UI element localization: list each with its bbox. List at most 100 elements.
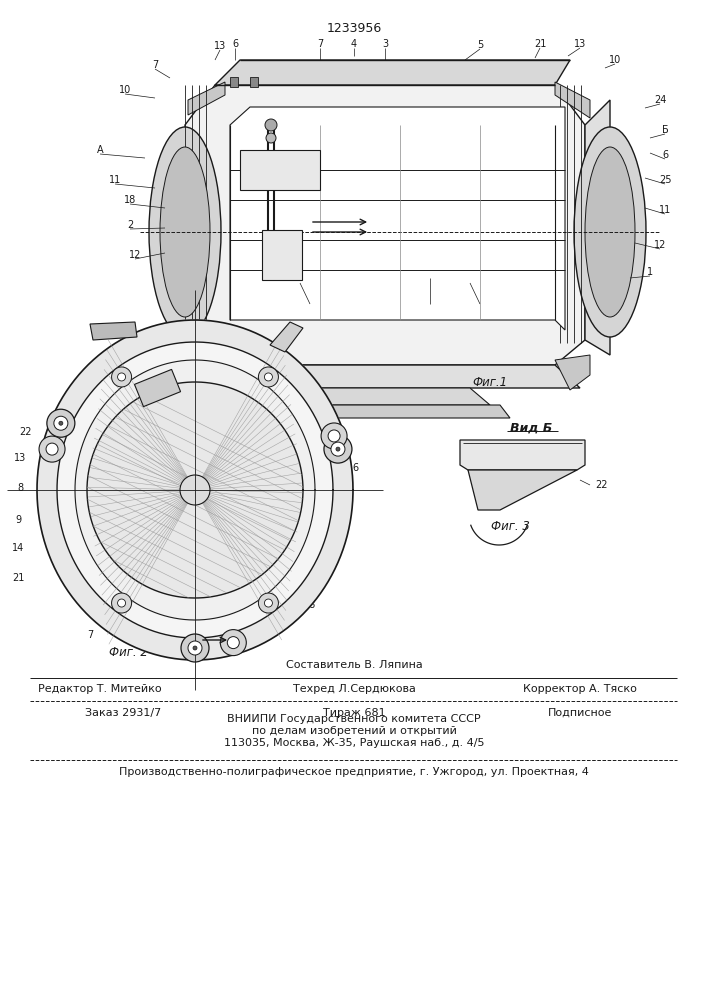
Polygon shape — [215, 365, 580, 388]
Text: 14: 14 — [12, 543, 24, 553]
Text: 4: 4 — [351, 39, 357, 49]
Polygon shape — [280, 388, 490, 405]
Text: 21: 21 — [12, 573, 24, 583]
Text: 8: 8 — [17, 483, 23, 493]
Text: 13: 13 — [574, 39, 586, 49]
Text: Подписное: Подписное — [548, 708, 612, 718]
Circle shape — [264, 373, 272, 381]
Circle shape — [112, 367, 132, 387]
Text: 1: 1 — [647, 267, 653, 277]
Text: 22: 22 — [596, 480, 608, 490]
Text: 11: 11 — [659, 205, 671, 215]
Polygon shape — [90, 322, 137, 340]
Bar — [262, 230, 302, 280]
Text: 12: 12 — [129, 250, 141, 260]
Text: 1: 1 — [295, 413, 301, 423]
Circle shape — [336, 447, 340, 451]
Text: 18: 18 — [304, 600, 316, 610]
Text: Заказ 2931/7: Заказ 2931/7 — [85, 708, 161, 718]
Polygon shape — [185, 85, 585, 365]
Text: 7: 7 — [87, 630, 93, 640]
Circle shape — [193, 646, 197, 650]
Circle shape — [59, 421, 63, 425]
Polygon shape — [87, 382, 303, 598]
Circle shape — [264, 599, 272, 607]
Text: 17: 17 — [304, 497, 316, 507]
Circle shape — [266, 133, 276, 143]
Text: 3: 3 — [114, 397, 120, 407]
Text: 11: 11 — [312, 527, 324, 537]
Text: 6: 6 — [662, 150, 668, 160]
Text: 2: 2 — [127, 220, 133, 230]
Text: 17: 17 — [474, 295, 486, 305]
Circle shape — [117, 599, 126, 607]
Text: Вид Б: Вид Б — [510, 422, 552, 434]
Text: 7: 7 — [317, 39, 323, 49]
Text: 12: 12 — [316, 565, 328, 575]
Polygon shape — [260, 405, 510, 418]
Text: 10: 10 — [119, 85, 131, 95]
Text: 6: 6 — [217, 450, 223, 460]
Text: Вид А: Вид А — [215, 395, 257, 408]
Text: 25: 25 — [659, 175, 671, 185]
Text: 4: 4 — [152, 395, 158, 405]
Text: 6: 6 — [232, 39, 238, 49]
Text: 22: 22 — [19, 427, 31, 437]
Polygon shape — [460, 440, 585, 470]
Polygon shape — [555, 82, 590, 118]
Text: 3: 3 — [382, 39, 388, 49]
Text: Фиг.1: Фиг.1 — [472, 375, 508, 388]
Text: 20: 20 — [189, 640, 201, 650]
Text: Фиг. 3: Фиг. 3 — [491, 520, 530, 534]
Text: 16: 16 — [209, 400, 221, 410]
Ellipse shape — [160, 147, 210, 317]
Polygon shape — [230, 107, 565, 330]
Text: Редактор Т. Митейко: Редактор Т. Митейко — [38, 684, 162, 694]
Ellipse shape — [574, 127, 646, 337]
Text: Производственно-полиграфическое предприятие, г. Ужгород, ул. Проектная, 4: Производственно-полиграфическое предприя… — [119, 767, 589, 777]
Bar — [250, 77, 258, 87]
Circle shape — [265, 119, 277, 131]
Text: 15: 15 — [132, 637, 144, 647]
Text: 1233956: 1233956 — [327, 21, 382, 34]
Polygon shape — [468, 470, 577, 510]
Polygon shape — [75, 360, 315, 620]
Circle shape — [39, 436, 65, 462]
Circle shape — [328, 430, 340, 442]
Text: Техред Л.Сердюкова: Техред Л.Сердюкова — [293, 684, 416, 694]
Text: Б: Б — [662, 125, 668, 135]
Circle shape — [321, 423, 347, 449]
Text: 20: 20 — [423, 295, 436, 305]
Bar — [134, 369, 180, 407]
Polygon shape — [215, 60, 570, 85]
Text: 13: 13 — [14, 453, 26, 463]
Circle shape — [180, 475, 210, 505]
Text: 18: 18 — [124, 195, 136, 205]
Polygon shape — [188, 360, 225, 390]
Polygon shape — [188, 82, 225, 115]
Circle shape — [112, 593, 132, 613]
Circle shape — [188, 641, 202, 655]
Text: 13: 13 — [214, 41, 226, 51]
Circle shape — [46, 443, 58, 455]
Circle shape — [331, 442, 345, 456]
Text: 24: 24 — [654, 95, 666, 105]
Ellipse shape — [585, 147, 635, 317]
Text: 9: 9 — [15, 515, 21, 525]
Text: 10: 10 — [609, 55, 621, 65]
Text: Тираж 681: Тираж 681 — [322, 708, 385, 718]
Text: 11: 11 — [109, 175, 121, 185]
Circle shape — [324, 435, 352, 463]
Polygon shape — [37, 320, 353, 660]
Circle shape — [259, 593, 279, 613]
Text: 7: 7 — [152, 60, 158, 70]
Polygon shape — [585, 100, 610, 355]
Circle shape — [259, 367, 279, 387]
Text: 5: 5 — [245, 398, 251, 408]
Ellipse shape — [149, 127, 221, 337]
Polygon shape — [270, 322, 303, 352]
Text: А: А — [97, 145, 103, 155]
Text: 5: 5 — [477, 40, 483, 50]
Text: Фиг. 2: Фиг. 2 — [109, 646, 148, 658]
Circle shape — [54, 416, 68, 430]
